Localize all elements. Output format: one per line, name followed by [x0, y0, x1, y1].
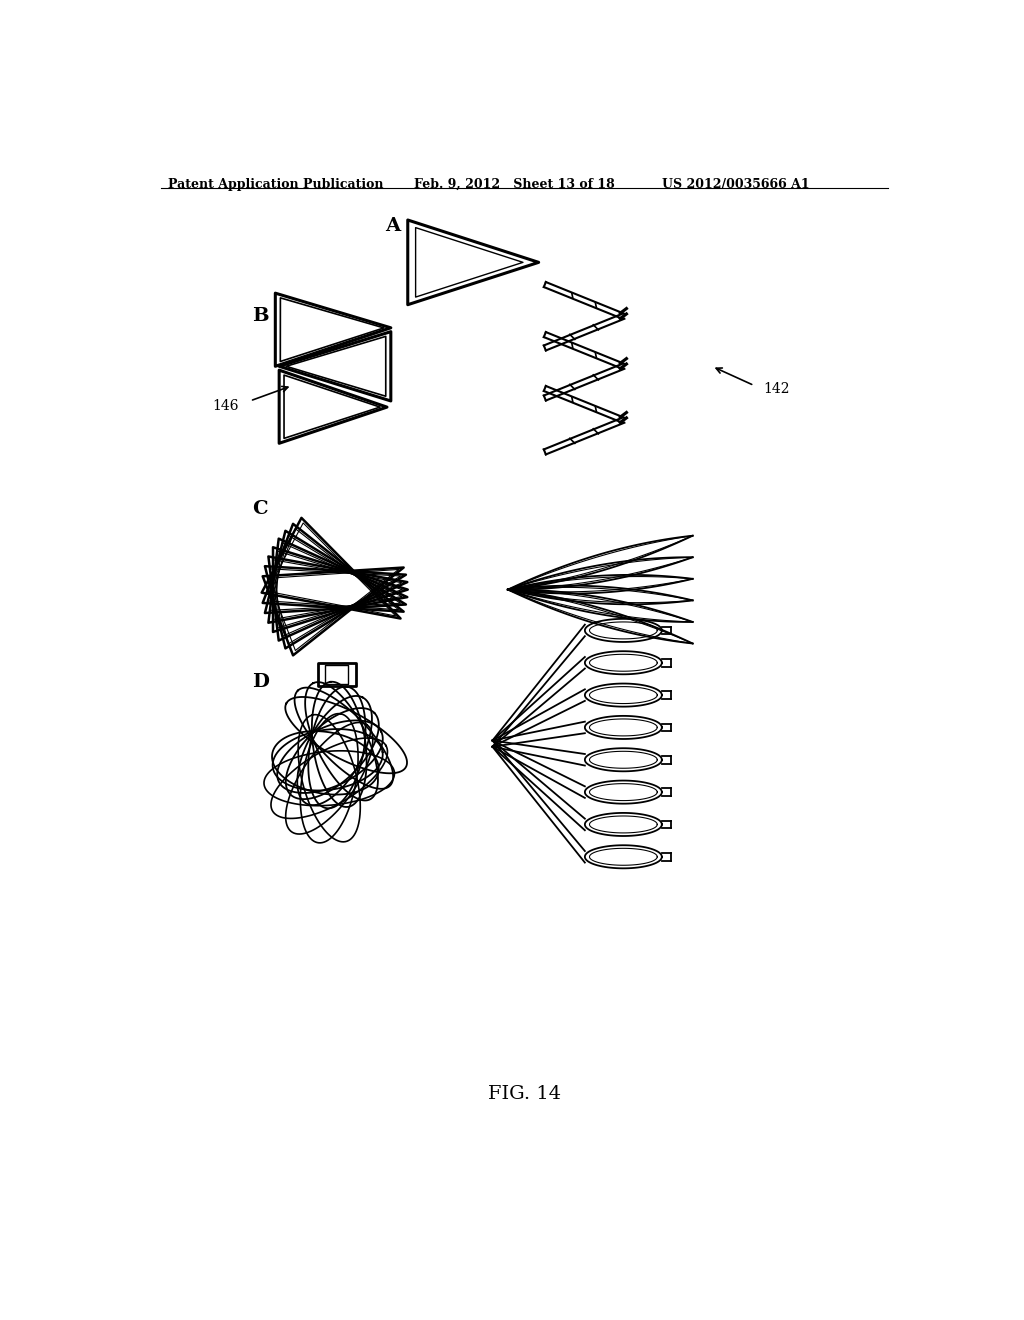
- Text: Patent Application Publication: Patent Application Publication: [168, 178, 383, 190]
- Text: C: C: [252, 500, 268, 517]
- Text: 146: 146: [212, 400, 239, 413]
- Text: 142: 142: [764, 383, 790, 396]
- Text: B: B: [252, 308, 269, 325]
- Text: A: A: [385, 218, 399, 235]
- Text: Feb. 9, 2012   Sheet 13 of 18: Feb. 9, 2012 Sheet 13 of 18: [414, 178, 614, 190]
- Text: US 2012/0035666 A1: US 2012/0035666 A1: [662, 178, 810, 190]
- Text: FIG. 14: FIG. 14: [488, 1085, 561, 1104]
- Text: D: D: [252, 673, 269, 690]
